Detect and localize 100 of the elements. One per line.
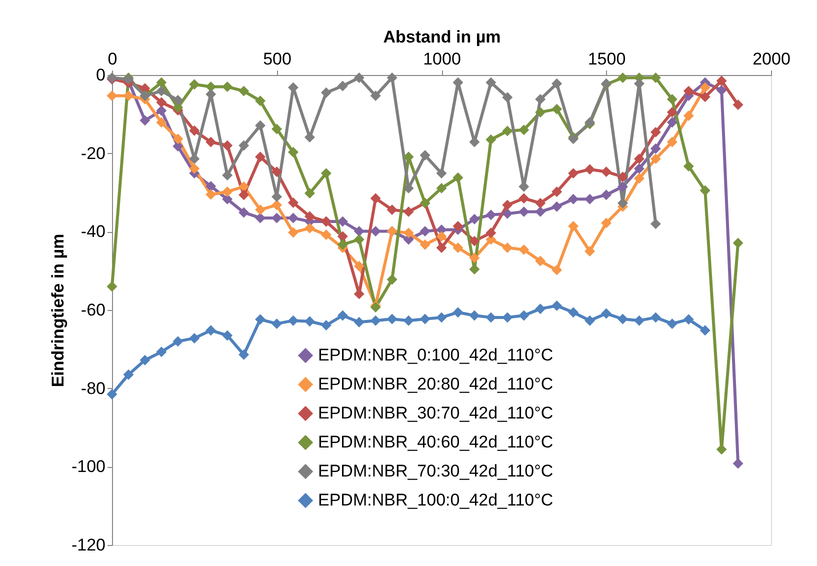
point [420,314,430,324]
point [617,314,628,324]
legend-label: EPDM:NBR_100:0_42d_110°C [318,490,554,510]
y-tick-label: -60 [80,300,106,320]
point [552,300,562,311]
point [666,136,678,148]
point [403,206,414,217]
point [337,310,348,321]
point [272,124,282,134]
point [370,226,381,237]
point [255,204,266,215]
point [716,85,727,96]
point [452,172,464,183]
point [650,143,661,154]
point [238,181,250,192]
point [320,87,332,98]
point [304,188,315,199]
y-tick-label: -120 [71,536,106,554]
point [222,330,233,341]
point [436,182,447,194]
point [502,200,513,210]
point [634,163,644,174]
point [420,239,430,250]
point [617,172,628,182]
legend-label: EPDM:NBR_0:100_42d_110°C [318,346,554,364]
x-tick-label: 2000 [752,50,790,68]
point [354,260,364,272]
point [452,242,464,253]
point [469,214,480,224]
point [732,458,744,469]
point [568,220,579,232]
point [535,94,546,105]
point [386,204,398,215]
point [716,76,727,86]
point [172,94,184,106]
point [700,82,710,93]
point [535,304,546,314]
point [337,80,348,92]
point [568,168,579,179]
point [486,134,496,145]
point [189,332,200,344]
point [420,226,430,237]
point [535,256,546,266]
point [255,120,266,131]
point [518,244,530,255]
point [601,166,612,177]
x-tick-label: 0 [108,50,118,68]
point [584,194,596,204]
x-tick-label: 1500 [588,50,626,68]
point [106,388,118,400]
point [172,134,184,144]
y-tick-label: -80 [80,378,106,398]
point [288,227,298,238]
point [683,314,694,325]
point [238,140,250,151]
point [106,90,118,101]
y-tick-label: 0 [96,66,106,84]
point [436,242,447,253]
point [140,115,150,126]
point [732,100,744,110]
point [700,325,710,336]
point [601,190,612,200]
point [535,198,546,208]
point [106,281,118,292]
point [370,193,381,204]
point [683,110,694,121]
point [172,102,184,113]
point [502,312,513,323]
point [518,310,530,321]
point [469,252,480,264]
point [354,316,364,328]
point [502,126,513,136]
point [403,228,414,238]
point [304,222,315,234]
point [452,307,464,318]
point [156,105,167,116]
point [206,82,216,92]
point [617,181,628,192]
point [469,310,480,321]
point [386,72,398,83]
point [156,86,167,96]
y-tick-label: -40 [80,222,106,242]
point [552,201,562,212]
y-tick-label: -100 [71,457,106,476]
point [172,336,184,347]
x-tick-label: 1000 [423,50,461,68]
point [222,140,233,151]
point [140,354,150,366]
y-tick-label: -20 [80,144,106,163]
point [206,189,216,200]
point [535,106,546,118]
point [650,154,661,164]
point [502,242,513,253]
point [436,312,447,323]
point [304,316,315,327]
point [337,239,348,250]
point [601,218,612,228]
point [206,136,216,148]
point [535,206,546,217]
point [320,168,332,179]
